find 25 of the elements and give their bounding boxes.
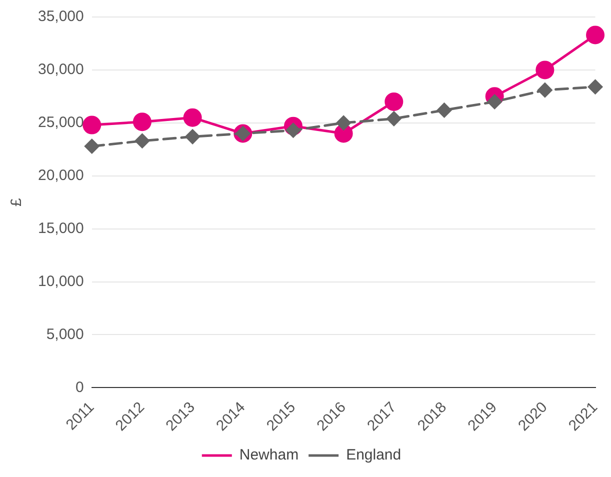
point xyxy=(185,129,200,144)
point xyxy=(132,112,152,132)
point xyxy=(386,111,402,126)
point xyxy=(82,116,102,134)
point xyxy=(538,82,552,98)
y-tick-label: 15,000 xyxy=(38,220,84,237)
y-tick-label: 20,000 xyxy=(38,167,84,184)
y-tick-label: 35,000 xyxy=(38,8,84,26)
point xyxy=(183,108,202,127)
point xyxy=(588,80,603,94)
point xyxy=(134,134,150,148)
point xyxy=(84,138,100,154)
point xyxy=(536,60,554,80)
y-tick-label: 0 xyxy=(76,378,84,396)
y-tick-label: 5,000 xyxy=(46,326,84,343)
point xyxy=(336,116,351,130)
legend-label: England xyxy=(346,446,402,464)
point xyxy=(437,102,452,118)
y-axis-title: £ xyxy=(8,198,26,207)
y-tick-label: 30,000 xyxy=(38,61,84,78)
y-tick-label: 25,000 xyxy=(38,114,84,132)
point xyxy=(586,26,605,44)
y-tick-label: 10,000 xyxy=(38,272,84,290)
legend-label: Newham xyxy=(239,446,299,464)
point xyxy=(384,92,404,111)
